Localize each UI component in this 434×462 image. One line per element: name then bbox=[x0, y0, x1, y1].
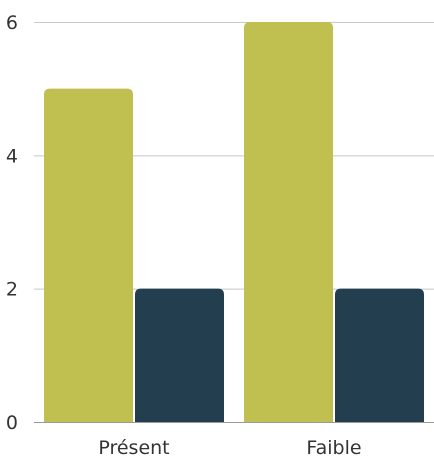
bar-series-1-1 bbox=[244, 22, 333, 422]
x-tick-label: Présent bbox=[98, 437, 169, 459]
y-tick-label: 6 bbox=[6, 12, 18, 34]
bar-series-2-1 bbox=[335, 288, 424, 422]
x-axis-ticks: Présent Faible bbox=[98, 437, 361, 459]
bar-series-2-0 bbox=[135, 288, 224, 422]
bars bbox=[44, 22, 424, 423]
y-tick-label: 0 bbox=[6, 412, 18, 434]
bar-series-1-0 bbox=[44, 88, 133, 423]
x-tick-label: Faible bbox=[306, 437, 361, 459]
y-axis-ticks: 0 2 4 6 bbox=[6, 12, 18, 434]
y-tick-label: 2 bbox=[6, 279, 18, 301]
y-tick-label: 4 bbox=[6, 145, 18, 167]
